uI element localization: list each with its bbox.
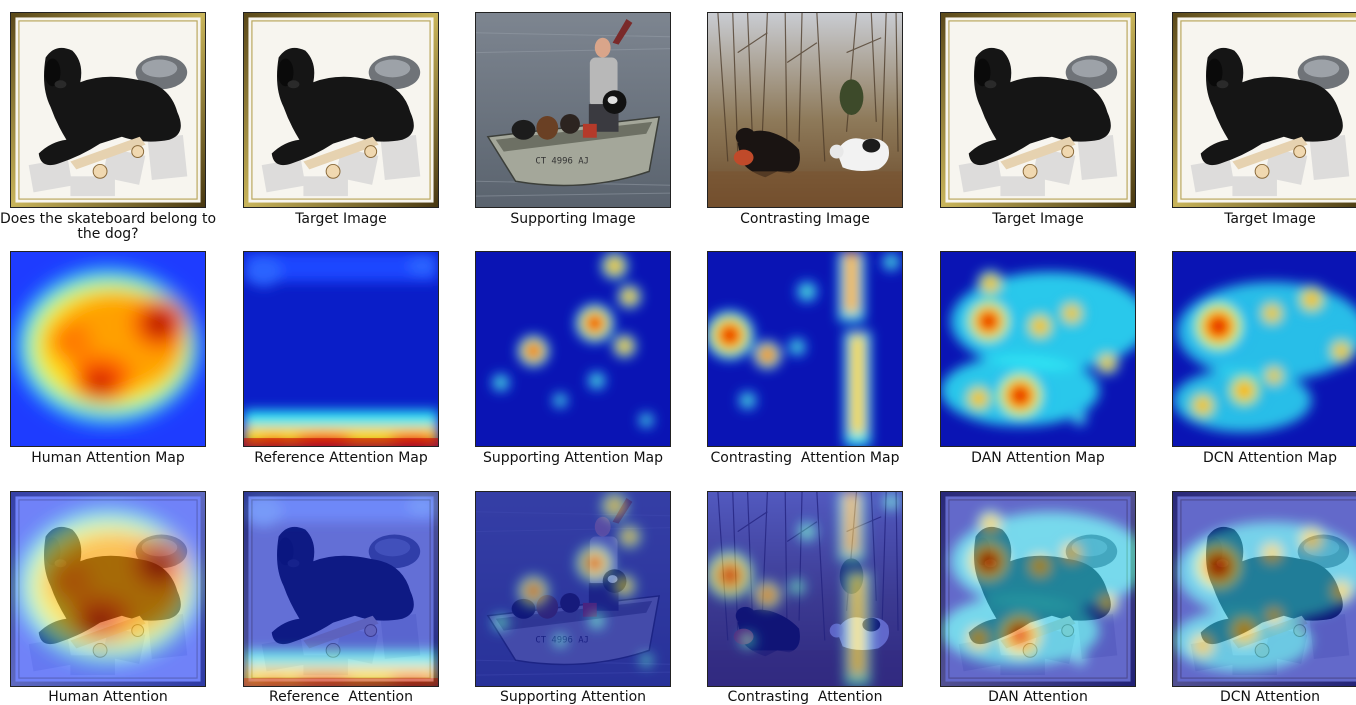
caption-supporting-attention: Supporting Attention [499,689,647,705]
overlay-contrasting [707,491,903,687]
caption-supporting-image: Supporting Image [510,211,636,227]
caption-target-image: Target Image [295,211,387,227]
caption-supporting-attention-map: Supporting Attention Map [482,450,664,466]
heatmap-reference [243,251,439,447]
caption-dan-attention: DAN Attention [988,689,1088,705]
image-panel-target-dan [940,12,1136,208]
image-panel-contrasting [707,12,903,208]
overlay-dcn [1172,491,1356,687]
caption-target-image-dcn: Target Image [1224,211,1316,227]
image-panel-supporting [475,12,671,208]
heatmap-human [10,251,206,447]
caption-dcn-attention: DCN Attention [1219,689,1321,705]
caption-human-attention-map: Human Attention Map [31,450,185,466]
caption-target-image-dan: Target Image [992,211,1084,227]
caption-reference-attention-map: Reference Attention Map [254,450,428,466]
caption-dan-attention-map: DAN Attention Map [971,450,1105,466]
caption-contrasting-attention-map: Contrasting Attention Map [710,450,900,466]
caption-human-attention: Human Attention [48,689,168,705]
overlay-human [10,491,206,687]
caption-dcn-attention-map: DCN Attention Map [1202,450,1338,466]
caption-contrasting-image: Contrasting Image [740,211,870,227]
heatmap-dan [940,251,1136,447]
heatmap-contrasting [707,251,903,447]
image-panel-target-dcn [1172,12,1356,208]
image-panel-question [10,12,206,208]
image-panel-target [243,12,439,208]
caption-reference-attention: Reference Attention [268,689,413,705]
caption-question: Does the skateboard belong to the dog? [0,211,217,242]
overlay-dan [940,491,1136,687]
heatmap-dcn [1172,251,1356,447]
heatmap-supporting [475,251,671,447]
caption-contrasting-attention: Contrasting Attention [727,689,883,705]
overlay-supporting [475,491,671,687]
overlay-reference [243,491,439,687]
